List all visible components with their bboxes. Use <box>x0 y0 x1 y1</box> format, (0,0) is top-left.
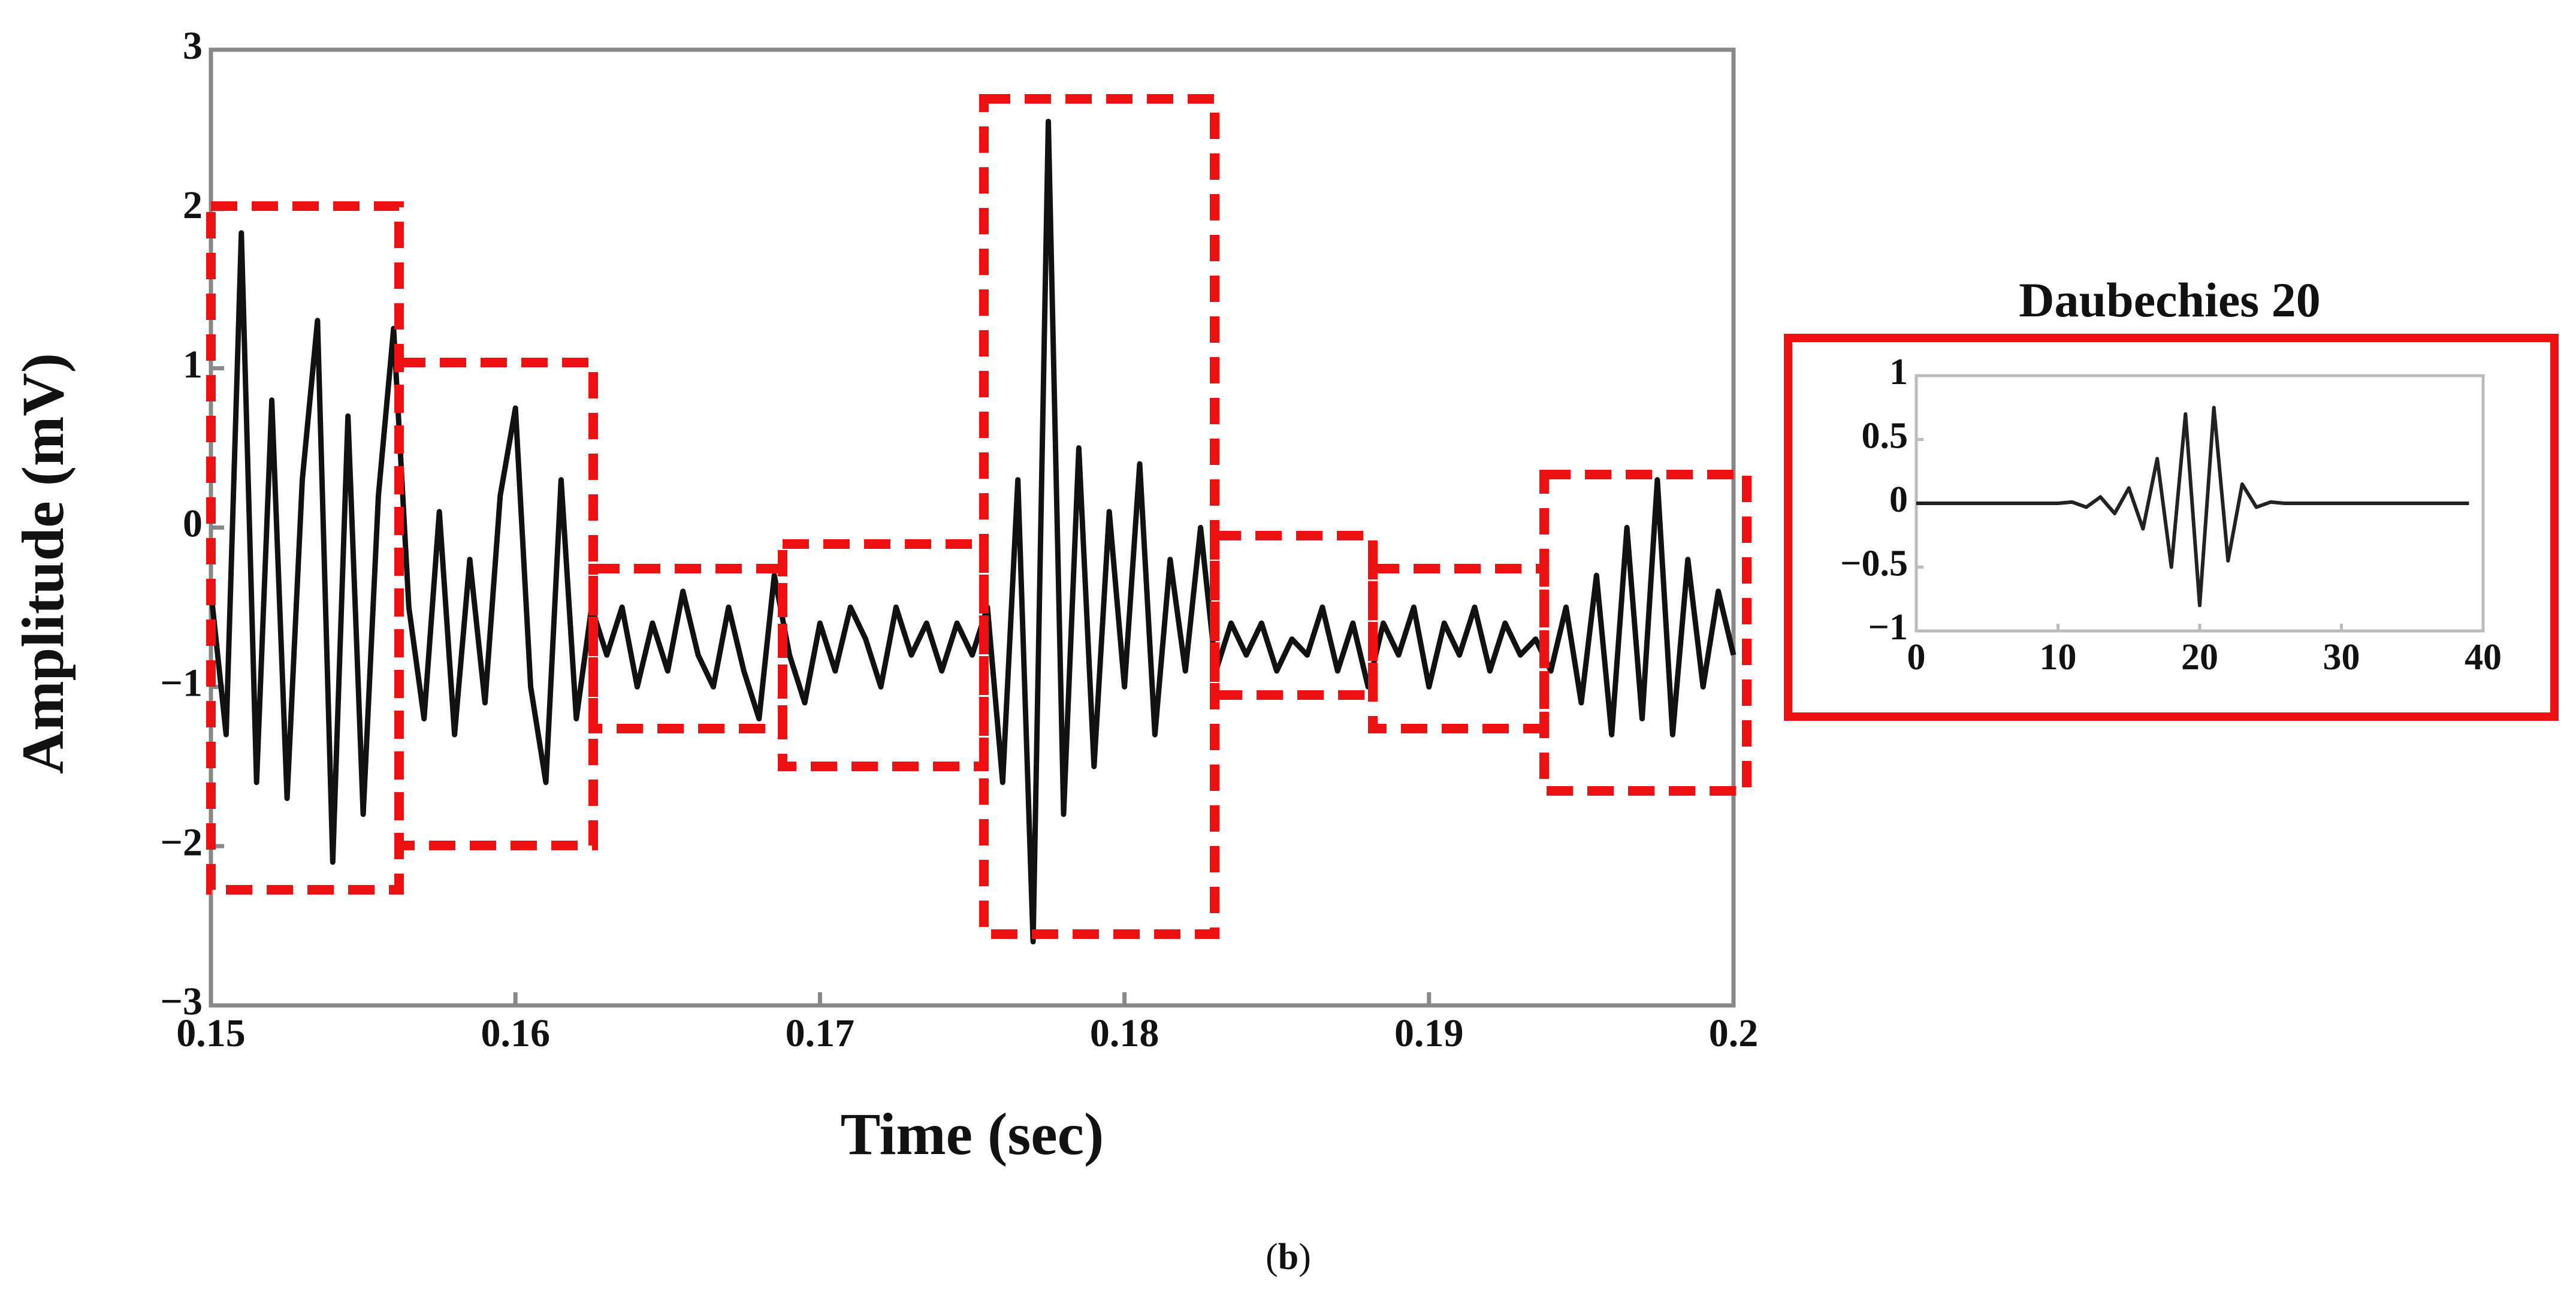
x-tick-label: 0.17 <box>786 1011 855 1055</box>
y-tick-label: −0.5 <box>1840 543 1908 584</box>
window-box <box>394 358 598 850</box>
window-box <box>778 539 989 771</box>
y-tick-label: 3 <box>183 24 203 68</box>
window-box <box>206 201 404 895</box>
window-box <box>979 94 1219 939</box>
y-tick-label: 0 <box>183 502 203 546</box>
y-tick-label: −1 <box>1868 607 1908 648</box>
y-tick-label: −1 <box>160 661 203 705</box>
x-axis-label: Time (sec) <box>841 1101 1104 1167</box>
y-tick-label: 0 <box>1889 479 1908 520</box>
y-tick-label: −3 <box>160 980 203 1023</box>
caption: (b) <box>1266 1237 1311 1277</box>
y-tick-label: 1 <box>1889 352 1908 392</box>
signal-line <box>208 119 1737 945</box>
signal-line <box>1916 406 2469 608</box>
y-tick-label: −2 <box>160 820 203 864</box>
x-tick-label: 40 <box>2465 637 2502 678</box>
x-tick-label: 0.15 <box>176 1011 246 1055</box>
y-axis-label: Amplitude (mV) <box>10 353 76 774</box>
x-tick-label: 0.19 <box>1394 1011 1464 1055</box>
x-tick-label: 30 <box>2323 637 2360 678</box>
x-tick-label: 0.18 <box>1090 1011 1159 1055</box>
x-tick-label: 0.2 <box>1709 1011 1759 1055</box>
inset-frame <box>1784 334 2559 721</box>
x-tick-label: 0.16 <box>481 1011 550 1055</box>
y-tick-label: 1 <box>183 343 203 386</box>
x-tick-label: 20 <box>2181 637 2218 678</box>
window-box <box>1210 531 1378 700</box>
x-tick-label: 0 <box>1907 637 1926 678</box>
inset-title: Daubechies 20 <box>2019 273 2320 327</box>
y-tick-label: 0.5 <box>1862 416 1908 457</box>
x-tick-label: 10 <box>2040 637 2077 678</box>
y-tick-label: 2 <box>183 183 203 227</box>
window-box <box>1539 470 1751 796</box>
